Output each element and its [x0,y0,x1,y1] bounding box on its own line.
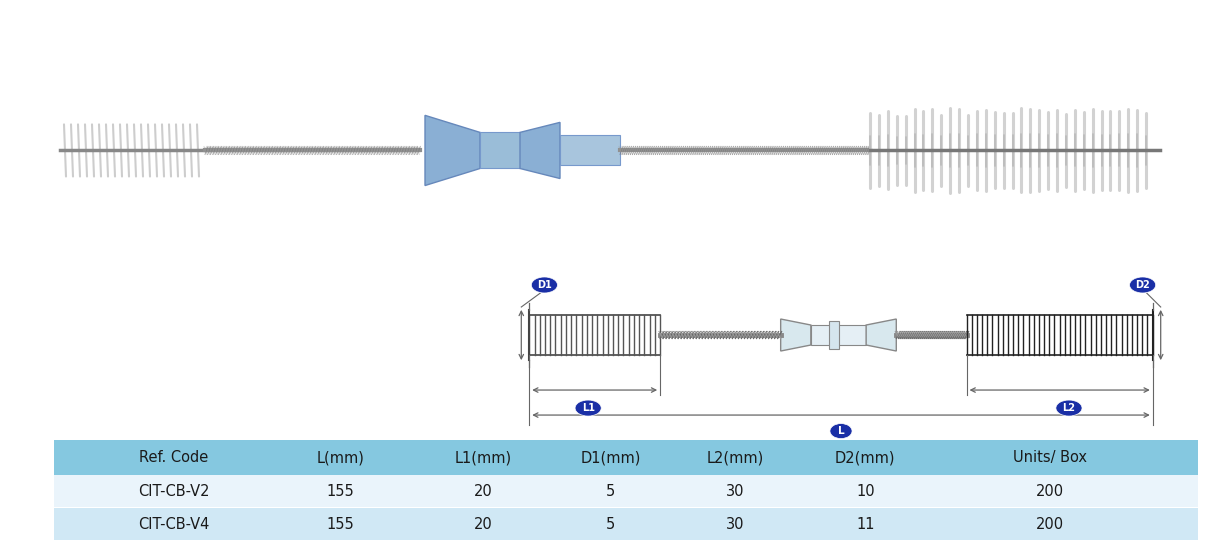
Text: 20: 20 [474,484,492,499]
Ellipse shape [531,277,558,293]
Text: L1(mm): L1(mm) [455,450,512,465]
Text: 200: 200 [1036,517,1064,531]
Text: D1: D1 [537,280,552,290]
Text: CIT-CB-V2: CIT-CB-V2 [138,484,209,499]
Text: D2(mm): D2(mm) [835,450,895,465]
Ellipse shape [830,423,852,439]
Ellipse shape [575,400,601,416]
Bar [829,321,839,349]
Text: 155: 155 [327,484,355,499]
Bar [54,508,1198,540]
Ellipse shape [1130,277,1156,293]
Text: 11: 11 [855,517,875,531]
Text: 200: 200 [1036,484,1064,499]
Bar [480,132,520,168]
Polygon shape [520,123,560,179]
Text: 30: 30 [726,517,744,531]
Ellipse shape [1056,400,1082,416]
Bar [560,135,620,166]
Text: 30: 30 [726,484,744,499]
Bar [54,475,1198,507]
Text: L2: L2 [1062,403,1076,413]
Polygon shape [866,319,897,351]
Text: L2(mm): L2(mm) [707,450,764,465]
Text: 5: 5 [606,517,615,531]
Text: Units/ Box: Units/ Box [1013,450,1087,465]
Text: L: L [837,426,845,436]
Text: D2: D2 [1135,280,1150,290]
Text: D1(mm): D1(mm) [581,450,641,465]
Bar [811,325,866,345]
Polygon shape [425,116,480,185]
Text: 20: 20 [474,517,492,531]
Text: 155: 155 [327,517,355,531]
Text: CIT-CB-V4: CIT-CB-V4 [138,517,209,531]
Text: L(mm): L(mm) [316,450,364,465]
Text: 10: 10 [855,484,875,499]
Bar [54,440,1198,475]
Polygon shape [780,319,811,351]
Text: Ref. Code: Ref. Code [139,450,208,465]
Text: 5: 5 [606,484,615,499]
Text: L1: L1 [582,403,594,413]
